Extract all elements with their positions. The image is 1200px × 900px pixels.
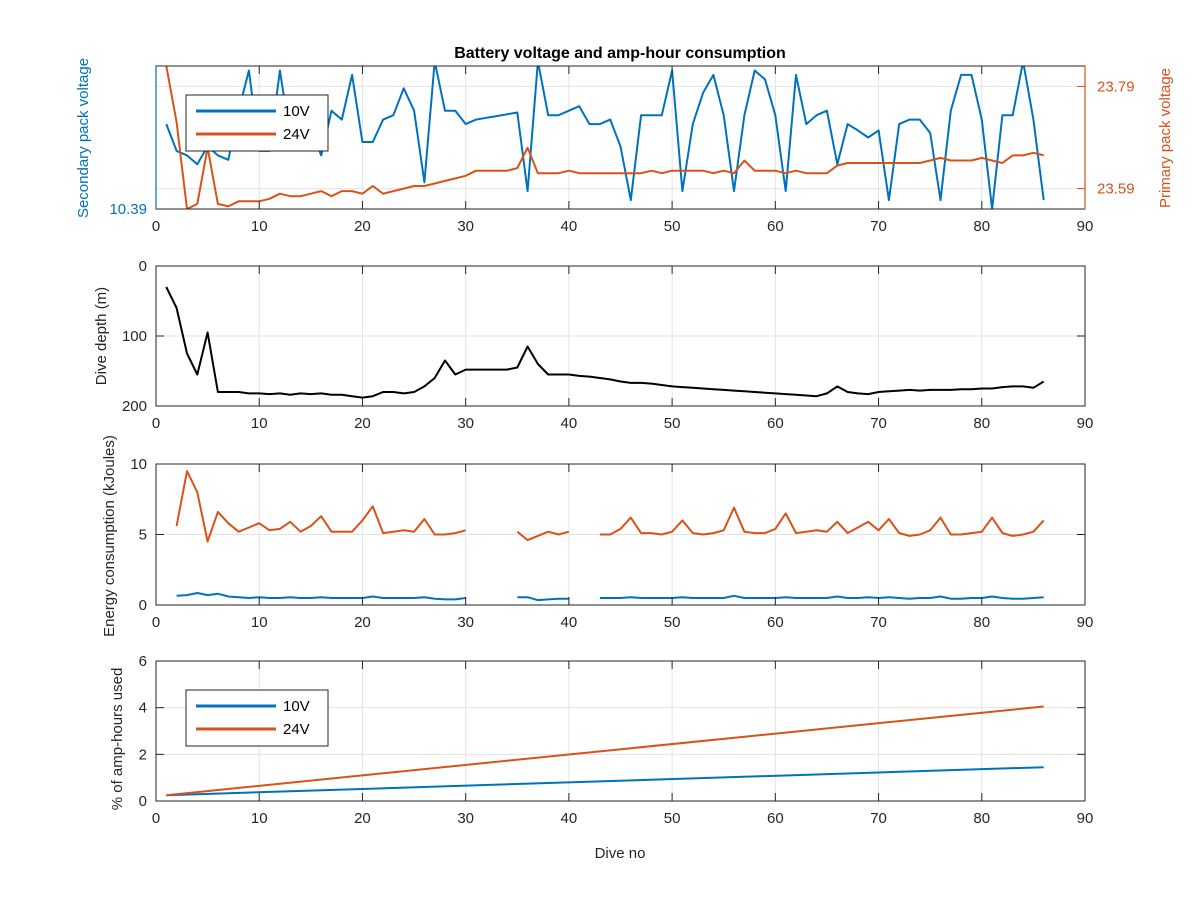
- primary-voltage-ylabel: Primary pack voltage: [1157, 68, 1174, 208]
- chart-title: Battery voltage and amp-hour consumption: [454, 45, 786, 62]
- x-tick-label: 30: [457, 415, 474, 432]
- y-tick-label: 10.39: [109, 201, 147, 218]
- x-tick-label: 10: [251, 415, 268, 432]
- x-tick-label: 0: [152, 810, 160, 827]
- series-line-series1-seg0: [176, 592, 466, 601]
- x-tick-label: 0: [152, 218, 160, 235]
- y-tick-label: 4: [139, 700, 147, 717]
- series-line-24v-seg0: [166, 705, 1044, 797]
- legend-box: [185, 689, 329, 747]
- series-line-24v-seg0: [165, 66, 1044, 209]
- x-tick-label: 10: [251, 218, 268, 235]
- x-tick-label: 50: [664, 218, 681, 235]
- x-tick-label: 20: [354, 614, 371, 631]
- legend-label-10v: 10V: [283, 698, 310, 715]
- x-tick-label: 0: [152, 415, 160, 432]
- x-tick-label: 90: [1077, 218, 1094, 235]
- axes-box: [155, 660, 1086, 802]
- legend-label-24v: 24V: [283, 126, 310, 143]
- x-tick-label: 50: [664, 415, 681, 432]
- legend-label-10v: 10V: [283, 103, 310, 120]
- series-line-series0-seg0: [175, 470, 466, 543]
- x-tick-label: 90: [1077, 415, 1094, 432]
- y-tick-label: 0: [139, 793, 147, 810]
- x-tick-label: 60: [767, 415, 784, 432]
- y-tick-label: 200: [122, 398, 147, 415]
- x-tick-label: 40: [561, 415, 578, 432]
- x-tick-label: 40: [561, 810, 578, 827]
- y-right-tick-label: 23.59: [1097, 181, 1135, 198]
- series-line-series0-seg0: [165, 286, 1045, 399]
- x-tick-label: 70: [870, 810, 887, 827]
- x-tick-label: 10: [251, 614, 268, 631]
- y-tick-label: 0: [139, 597, 147, 614]
- series-group: [165, 286, 1045, 399]
- x-tick-label: 30: [457, 218, 474, 235]
- x-tick-label: 90: [1077, 810, 1094, 827]
- x-tick-label: 30: [457, 614, 474, 631]
- x-tick-label: 70: [870, 614, 887, 631]
- x-tick-label: 90: [1077, 614, 1094, 631]
- x-tick-label: 20: [354, 218, 371, 235]
- x-tick-label: 50: [664, 614, 681, 631]
- y-tick-label: 6: [139, 653, 147, 670]
- x-tick-label: 80: [973, 810, 990, 827]
- panel-3: 0 10 20 30 40 50 60 70 80 90 0 5 10: [130, 456, 1093, 631]
- x-tick-label: 20: [354, 415, 371, 432]
- x-tick-label: 10: [251, 810, 268, 827]
- dive-no-xlabel: Dive no: [595, 845, 646, 862]
- legend-label-24v: 24V: [283, 721, 310, 738]
- y-tick-label: 0: [139, 258, 147, 275]
- legend-box: [185, 94, 329, 152]
- x-tick-label: 40: [561, 218, 578, 235]
- x-tick-label: 60: [767, 614, 784, 631]
- x-tick-label: 50: [664, 810, 681, 827]
- series-line-10v-seg0: [166, 766, 1044, 797]
- series-line-series1-seg2: [599, 594, 1044, 600]
- x-tick-label: 0: [152, 614, 160, 631]
- series-line-series1-seg1: [517, 596, 569, 602]
- energy-ylabel: Energy consumption (kJoules): [101, 435, 118, 637]
- x-tick-label: 60: [767, 810, 784, 827]
- dive-depth-ylabel: Dive depth (m): [93, 287, 110, 385]
- x-tick-label: 80: [973, 218, 990, 235]
- x-tick-label: 20: [354, 810, 371, 827]
- series-group: [166, 705, 1044, 797]
- x-tick-label: 70: [870, 218, 887, 235]
- y-tick-label: 5: [139, 527, 147, 544]
- x-tick-label: 80: [973, 614, 990, 631]
- panel-2: 0 10 20 30 40 50 60 70 80 90 0 100 200: [122, 258, 1093, 432]
- x-tick-label: 30: [457, 810, 474, 827]
- series-line-series0-seg2: [599, 506, 1045, 537]
- x-tick-label: 80: [973, 415, 990, 432]
- plots-layer: 0 10 20 30 40 50 60 70 80 9010.3923.5923.7910V24V…: [109, 65, 1135, 827]
- series-line-series0-seg1: [516, 530, 570, 542]
- y-tick-label: 100: [122, 328, 147, 345]
- y-tick-label: 2: [139, 746, 147, 763]
- amphours-ylabel: % of amp-hours used: [109, 668, 126, 811]
- secondary-voltage-ylabel: Secondary pack voltage: [75, 58, 92, 218]
- y-right-tick-label: 23.79: [1097, 78, 1135, 95]
- x-tick-label: 40: [561, 614, 578, 631]
- series-group: [175, 470, 1045, 602]
- x-tick-label: 60: [767, 218, 784, 235]
- y-tick-label: 10: [130, 456, 147, 473]
- x-tick-label: 70: [870, 415, 887, 432]
